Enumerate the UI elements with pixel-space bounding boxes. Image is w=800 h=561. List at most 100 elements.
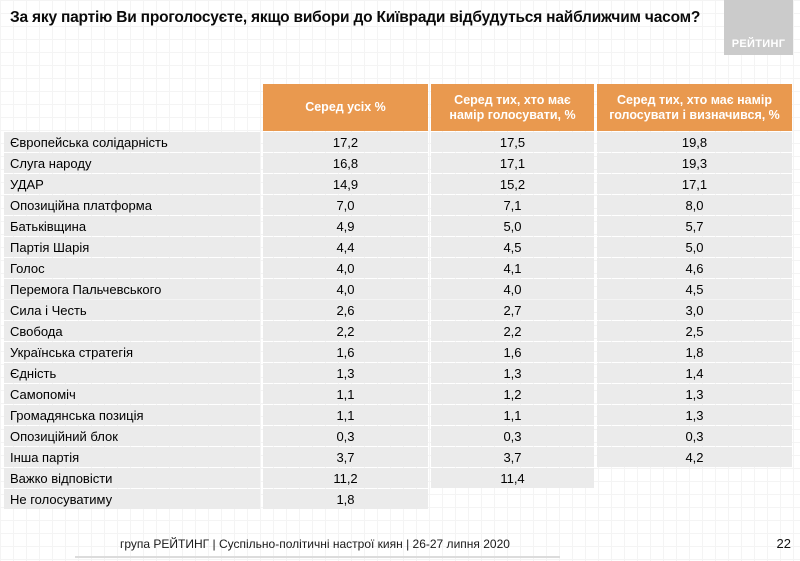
table-row: Єдність 1,3 1,3 1,4 — [4, 363, 792, 383]
value-intend-cell: 5,0 — [431, 216, 594, 236]
value-decided-cell: 1,8 — [597, 342, 792, 362]
table-row: Опозиційна платформа 7,0 7,1 8,0 — [4, 195, 792, 215]
table-corner-cell — [4, 84, 260, 131]
value-decided-cell: 1,4 — [597, 363, 792, 383]
table-header-row: Серед усіх % Серед тих, хто має намір го… — [4, 84, 792, 131]
value-intend-cell: 17,5 — [431, 132, 594, 152]
table-row: Інша партія 3,7 3,7 4,2 — [4, 447, 792, 467]
value-decided-cell: 5,0 — [597, 237, 792, 257]
party-name-cell: Єдність — [4, 363, 260, 383]
party-name-cell: Свобода — [4, 321, 260, 341]
value-all-cell: 1,6 — [263, 342, 428, 362]
value-decided-cell: 4,5 — [597, 279, 792, 299]
rating-logo-text: РЕЙТИНГ — [731, 38, 786, 50]
party-name-cell: Громадянська позиція — [4, 405, 260, 425]
value-all-cell: 16,8 — [263, 153, 428, 173]
value-intend-cell: 1,1 — [431, 405, 594, 425]
value-all-cell: 14,9 — [263, 174, 428, 194]
table-row: Українська стратегія 1,6 1,6 1,8 — [4, 342, 792, 362]
footer-source-text: група РЕЙТИНГ | Суспільно-політичні наст… — [120, 537, 510, 551]
value-all-cell: 3,7 — [263, 447, 428, 467]
column-header-intend-and-decided: Серед тих, хто має намір голосувати і ви… — [597, 84, 792, 131]
party-name-cell: Голос — [4, 258, 260, 278]
party-name-cell: Батьківщина — [4, 216, 260, 236]
value-all-cell: 2,2 — [263, 321, 428, 341]
value-all-cell: 0,3 — [263, 426, 428, 446]
value-decided-cell — [597, 468, 792, 488]
table-row: Батьківщина 4,9 5,0 5,7 — [4, 216, 792, 236]
value-intend-cell — [431, 489, 594, 509]
table-row: Перемога Пальчевського 4,0 4,0 4,5 — [4, 279, 792, 299]
value-all-cell: 1,1 — [263, 405, 428, 425]
value-decided-cell: 1,3 — [597, 384, 792, 404]
value-intend-cell: 2,7 — [431, 300, 594, 320]
value-all-cell: 4,4 — [263, 237, 428, 257]
value-intend-cell: 3,7 — [431, 447, 594, 467]
party-name-cell: Українська стратегія — [4, 342, 260, 362]
value-intend-cell: 17,1 — [431, 153, 594, 173]
value-all-cell: 1,8 — [263, 489, 428, 509]
value-all-cell: 1,3 — [263, 363, 428, 383]
table-body: Європейська солідарність 17,2 17,5 19,8 Слуг… — [4, 132, 792, 509]
value-decided-cell: 3,0 — [597, 300, 792, 320]
value-all-cell: 4,0 — [263, 279, 428, 299]
value-intend-cell: 1,3 — [431, 363, 594, 383]
party-name-cell: Опозиційна платформа — [4, 195, 260, 215]
table-row: Не голосуватиму 1,8 — [4, 489, 792, 509]
table-row: Важко відповісти 11,2 11,4 — [4, 468, 792, 488]
value-intend-cell: 4,0 — [431, 279, 594, 299]
party-name-cell: Партія Шарія — [4, 237, 260, 257]
party-name-cell: Інша партія — [4, 447, 260, 467]
value-intend-cell: 1,6 — [431, 342, 594, 362]
table-row: Європейська солідарність 17,2 17,5 19,8 — [4, 132, 792, 152]
party-name-cell: Самопоміч — [4, 384, 260, 404]
page-number: 22 — [776, 536, 791, 551]
party-name-cell: Перемога Пальчевського — [4, 279, 260, 299]
value-intend-cell: 0,3 — [431, 426, 594, 446]
value-decided-cell: 8,0 — [597, 195, 792, 215]
value-decided-cell: 1,3 — [597, 405, 792, 425]
value-decided-cell: 0,3 — [597, 426, 792, 446]
table-row: Сила і Честь 2,6 2,7 3,0 — [4, 300, 792, 320]
value-all-cell: 2,6 — [263, 300, 428, 320]
footer-divider-line — [75, 556, 560, 558]
value-intend-cell: 4,5 — [431, 237, 594, 257]
table-row: Свобода 2,2 2,2 2,5 — [4, 321, 792, 341]
party-name-cell: Не голосуватиму — [4, 489, 260, 509]
value-intend-cell: 1,2 — [431, 384, 594, 404]
value-decided-cell: 19,3 — [597, 153, 792, 173]
party-name-cell: Слуга народу — [4, 153, 260, 173]
value-decided-cell: 4,2 — [597, 447, 792, 467]
table-row: Партія Шарія 4,4 4,5 5,0 — [4, 237, 792, 257]
value-decided-cell: 19,8 — [597, 132, 792, 152]
column-header-intend-to-vote: Серед тих, хто має намір голосувати, % — [431, 84, 594, 131]
table-row: УДАР 14,9 15,2 17,1 — [4, 174, 792, 194]
table-row: Опозиційний блок 0,3 0,3 0,3 — [4, 426, 792, 446]
value-all-cell: 4,0 — [263, 258, 428, 278]
party-name-cell: УДАР — [4, 174, 260, 194]
value-decided-cell: 2,5 — [597, 321, 792, 341]
value-decided-cell: 17,1 — [597, 174, 792, 194]
table-row: Самопоміч 1,1 1,2 1,3 — [4, 384, 792, 404]
value-all-cell: 11,2 — [263, 468, 428, 488]
value-all-cell: 7,0 — [263, 195, 428, 215]
value-intend-cell: 4,1 — [431, 258, 594, 278]
value-all-cell: 4,9 — [263, 216, 428, 236]
table-row: Громадянська позиція 1,1 1,1 1,3 — [4, 405, 792, 425]
column-header-among-all: Серед усіх % — [263, 84, 428, 131]
value-intend-cell: 15,2 — [431, 174, 594, 194]
value-intend-cell: 11,4 — [431, 468, 594, 488]
value-intend-cell: 2,2 — [431, 321, 594, 341]
rating-group-logo: РЕЙТИНГ — [724, 0, 793, 55]
table-row: Слуга народу 16,8 17,1 19,3 — [4, 153, 792, 173]
poll-results-table: Серед усіх % Серед тих, хто має намір го… — [4, 84, 792, 510]
value-decided-cell — [597, 489, 792, 509]
party-name-cell: Важко відповісти — [4, 468, 260, 488]
table-row: Голос 4,0 4,1 4,6 — [4, 258, 792, 278]
value-decided-cell: 4,6 — [597, 258, 792, 278]
value-decided-cell: 5,7 — [597, 216, 792, 236]
party-name-cell: Європейська солідарність — [4, 132, 260, 152]
party-name-cell: Сила і Честь — [4, 300, 260, 320]
value-intend-cell: 7,1 — [431, 195, 594, 215]
value-all-cell: 1,1 — [263, 384, 428, 404]
